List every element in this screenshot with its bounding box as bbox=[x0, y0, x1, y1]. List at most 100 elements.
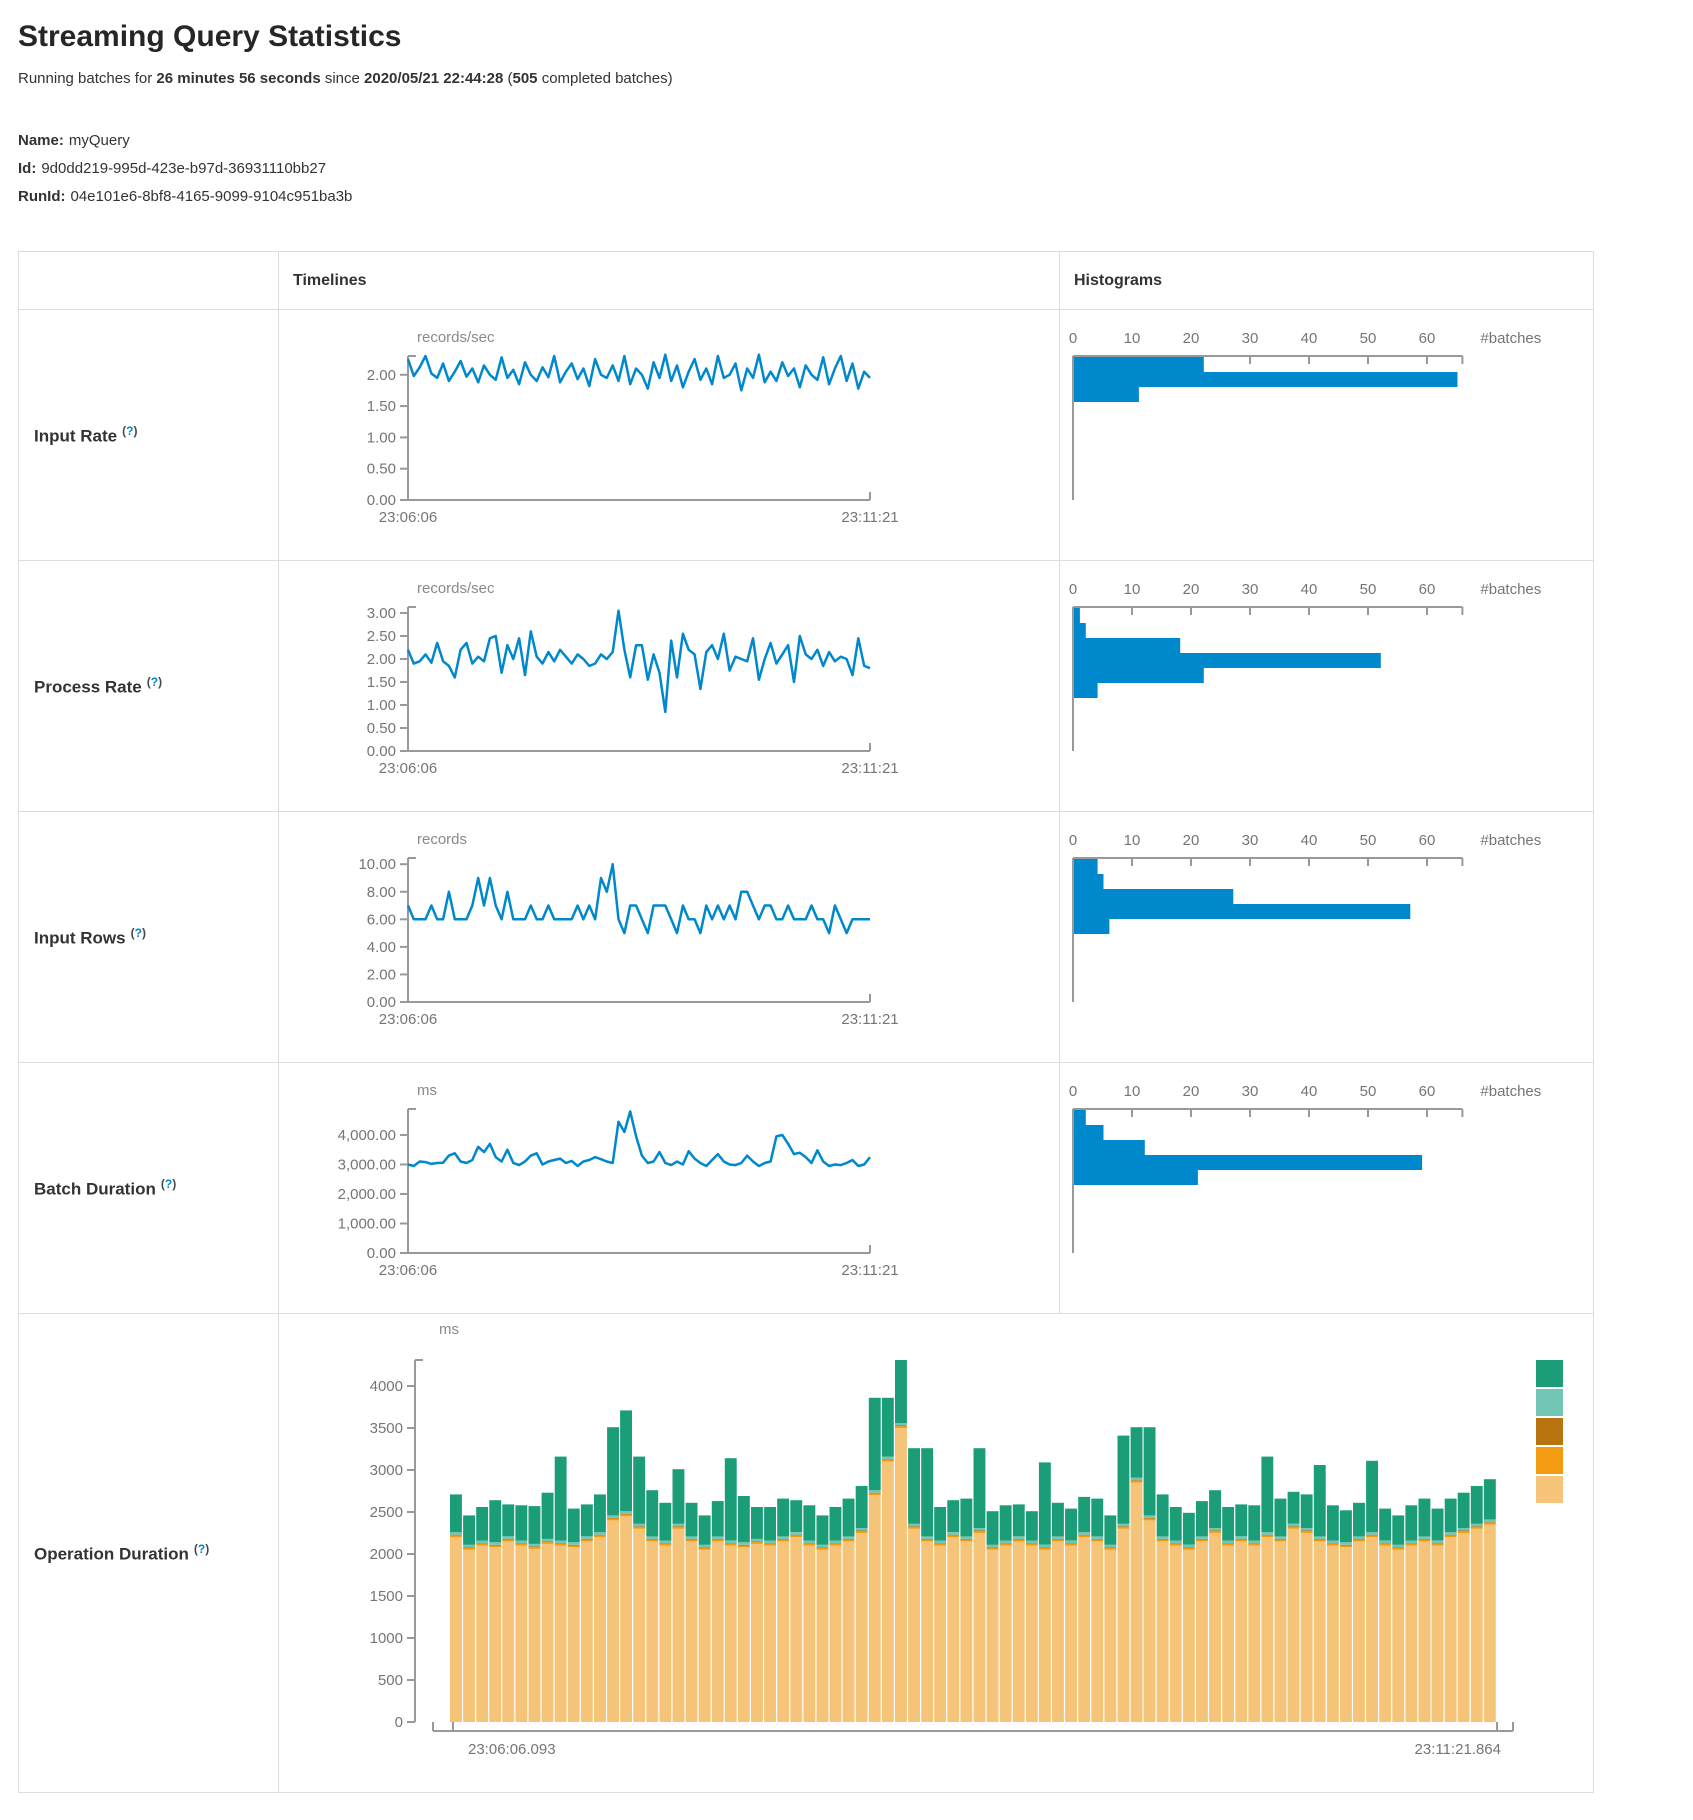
query-runid-line: RunId: 04e101e6-8bf8-4165-9099-9104c951ba… bbox=[18, 183, 1693, 211]
svg-text:20: 20 bbox=[1183, 581, 1200, 598]
operation-duration-row: Operation Duration (?) ms 0 500 1000 1500 2000… bbox=[18, 1313, 1594, 1793]
svg-text:0: 0 bbox=[1069, 1083, 1077, 1100]
input-rate-row: Input Rate (?) records/sec 0.00 0.50 1.00 1.5… bbox=[18, 309, 1594, 561]
svg-text:50: 50 bbox=[1360, 330, 1377, 347]
svg-text:ms: ms bbox=[439, 1321, 459, 1338]
svg-text:50: 50 bbox=[1360, 581, 1377, 598]
svg-text:23:11:21: 23:11:21 bbox=[841, 509, 898, 526]
svg-text:2500: 2500 bbox=[370, 1504, 403, 1521]
statistics-table: Timelines Histograms Input Rate (?) recor… bbox=[18, 251, 1594, 1793]
input-rate-histogram-chart: 0 10 20 30 40 50 60 #batches bbox=[1060, 310, 1593, 560]
svg-text:6.00: 6.00 bbox=[367, 911, 396, 928]
help-icon[interactable]: (?) bbox=[122, 423, 138, 438]
input-rate-label: Input Rate bbox=[34, 426, 118, 446]
svg-text:23:06:06: 23:06:06 bbox=[379, 1262, 437, 1279]
svg-text:60: 60 bbox=[1419, 581, 1436, 598]
svg-text:#batches: #batches bbox=[1480, 832, 1541, 849]
svg-text:0: 0 bbox=[1069, 330, 1077, 347]
svg-text:23:11:21.864: 23:11:21.864 bbox=[1415, 1741, 1501, 1758]
svg-text:0.00: 0.00 bbox=[367, 492, 396, 509]
svg-text:3500: 3500 bbox=[370, 1420, 403, 1437]
id-label: Id: bbox=[18, 160, 37, 177]
svg-text:4.00: 4.00 bbox=[367, 939, 396, 956]
legend-swatch bbox=[1536, 1476, 1563, 1503]
svg-text:23:11:21: 23:11:21 bbox=[841, 760, 898, 777]
svg-text:30: 30 bbox=[1242, 832, 1259, 849]
query-id-line: Id: 9d0dd219-995d-423e-b97d-36931110bb27 bbox=[18, 155, 1693, 183]
metric-label-cell: Input Rows (?) bbox=[18, 811, 279, 1063]
query-meta: Name: myQuery Id: 9d0dd219-995d-423e-b97d-… bbox=[18, 127, 1693, 211]
running-since: since bbox=[320, 70, 365, 87]
batch-duration-row: Batch Duration (?) ms 0.00 1,000.00 2,000.00… bbox=[18, 1062, 1594, 1314]
svg-text:0: 0 bbox=[395, 1714, 403, 1731]
svg-text:4000: 4000 bbox=[370, 1378, 403, 1395]
svg-text:30: 30 bbox=[1242, 581, 1259, 598]
running-duration: 26 minutes 56 seconds bbox=[156, 70, 321, 87]
svg-text:1.00: 1.00 bbox=[367, 429, 396, 446]
svg-text:#batches: #batches bbox=[1480, 581, 1541, 598]
batch-duration-label: Batch Duration bbox=[34, 1179, 156, 1199]
running-suffix: completed batches) bbox=[537, 70, 673, 87]
legend-swatch bbox=[1536, 1447, 1563, 1474]
svg-text:20: 20 bbox=[1183, 832, 1200, 849]
running-timestamp: 2020/05/21 22:44:28 bbox=[364, 70, 504, 87]
input-rows-histogram-chart: 0 10 20 30 40 50 60 #batches bbox=[1060, 812, 1593, 1062]
metric-label-cell: Batch Duration (?) bbox=[18, 1062, 279, 1314]
svg-text:10: 10 bbox=[1124, 832, 1141, 849]
svg-text:10: 10 bbox=[1124, 330, 1141, 347]
svg-text:0.00: 0.00 bbox=[367, 994, 396, 1011]
svg-text:23:06:06: 23:06:06 bbox=[379, 509, 437, 526]
help-icon[interactable]: (?) bbox=[160, 1176, 177, 1191]
svg-text:2.00: 2.00 bbox=[367, 966, 396, 983]
query-name-line: Name: myQuery bbox=[18, 127, 1693, 155]
svg-text:#batches: #batches bbox=[1480, 330, 1541, 347]
svg-text:10: 10 bbox=[1124, 1083, 1141, 1100]
batch-duration-timeline-chart: ms 0.00 1,000.00 2,000.00 3,000.00 4,000.00 23… bbox=[279, 1063, 1059, 1313]
svg-text:8.00: 8.00 bbox=[367, 884, 396, 901]
svg-text:23:06:06: 23:06:06 bbox=[379, 1011, 437, 1028]
id-value: 9d0dd219-995d-423e-b97d-36931110bb27 bbox=[41, 160, 327, 177]
svg-text:1500: 1500 bbox=[370, 1588, 403, 1605]
running-batch-count: 505 bbox=[512, 70, 538, 87]
operation-duration-stack-chart: ms 0 500 1000 1500 2000 2500 3000 3500 4000 23:06:… bbox=[279, 1314, 1593, 1792]
svg-text:40: 40 bbox=[1301, 581, 1318, 598]
input-rows-timeline-chart: records 0.00 2.00 4.00 6.00 8.00 10.00 23:06:06… bbox=[279, 812, 1059, 1062]
svg-text:4,000.00: 4,000.00 bbox=[338, 1127, 396, 1144]
svg-text:records/sec: records/sec bbox=[417, 329, 495, 346]
svg-text:0: 0 bbox=[1069, 832, 1077, 849]
metric-label-cell: Process Rate (?) bbox=[18, 560, 279, 812]
svg-text:0.00: 0.00 bbox=[367, 743, 396, 760]
svg-text:1,000.00: 1,000.00 bbox=[338, 1215, 396, 1232]
svg-text:2.00: 2.00 bbox=[367, 367, 396, 384]
svg-text:#batches: #batches bbox=[1480, 1083, 1541, 1100]
metric-label-cell: Input Rate (?) bbox=[18, 309, 279, 561]
svg-text:50: 50 bbox=[1360, 832, 1377, 849]
help-icon[interactable]: (?) bbox=[146, 674, 163, 689]
svg-text:2.00: 2.00 bbox=[367, 651, 396, 668]
svg-text:2000: 2000 bbox=[370, 1546, 403, 1563]
running-summary: Running batches for 26 minutes 56 second… bbox=[18, 70, 1693, 87]
input-rows-row: Input Rows (?) records 0.00 2.00 4.00 6.00 8.0… bbox=[18, 811, 1594, 1063]
help-icon[interactable]: (?) bbox=[193, 1541, 210, 1556]
col-header-timelines: Timelines bbox=[278, 251, 1060, 310]
batch-duration-histogram-chart: 0 10 20 30 40 50 60 #batches bbox=[1060, 1063, 1593, 1313]
help-icon[interactable]: (?) bbox=[130, 925, 146, 940]
svg-text:1.50: 1.50 bbox=[367, 398, 396, 415]
svg-text:30: 30 bbox=[1242, 1083, 1259, 1100]
legend-swatch bbox=[1536, 1389, 1563, 1416]
running-paren: ( bbox=[503, 70, 513, 87]
legend-swatch bbox=[1536, 1360, 1563, 1387]
svg-text:2,000.00: 2,000.00 bbox=[338, 1186, 396, 1203]
svg-text:10.00: 10.00 bbox=[358, 856, 396, 873]
svg-text:1.00: 1.00 bbox=[367, 697, 396, 714]
operation-duration-label: Operation Duration bbox=[34, 1544, 189, 1564]
svg-text:2.50: 2.50 bbox=[367, 628, 396, 645]
svg-text:60: 60 bbox=[1419, 330, 1436, 347]
svg-text:records: records bbox=[417, 831, 467, 848]
svg-text:23:06:06: 23:06:06 bbox=[379, 760, 437, 777]
svg-text:30: 30 bbox=[1242, 330, 1259, 347]
svg-text:23:06:06.093: 23:06:06.093 bbox=[468, 1741, 556, 1758]
running-prefix: Running batches for bbox=[18, 70, 157, 87]
svg-text:0.50: 0.50 bbox=[367, 461, 396, 478]
